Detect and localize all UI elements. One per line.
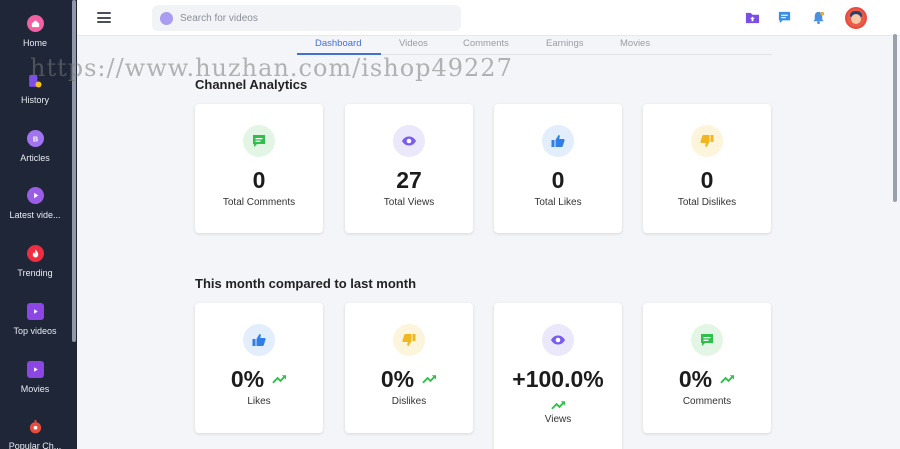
total-comments-label: Total Comments: [222, 197, 296, 208]
views-change-label: Views: [544, 414, 572, 425]
monthly-comparison-title: This month compared to last month: [195, 276, 417, 291]
tab-movies[interactable]: Movies: [620, 38, 651, 49]
svg-text:B: B: [32, 134, 37, 143]
likes-change-card: 0% Likes: [195, 303, 323, 433]
total-views-card: 27 Total Views: [345, 104, 473, 233]
history-icon: [27, 72, 44, 89]
sidebar-item-label: Movies: [20, 384, 50, 394]
latest-videos-icon: [26, 187, 44, 204]
eye-icon: [542, 324, 574, 356]
sidebar-item-label: Popular Ch...: [8, 441, 62, 449]
total-likes-value: 0: [551, 167, 565, 193]
comments-change-label: Comments: [682, 396, 732, 407]
total-dislikes-card: 0 Total Dislikes: [643, 104, 771, 233]
sidebar-item-popular-channels[interactable]: Popular Ch...: [0, 418, 70, 449]
sidebar-item-label: Trending: [17, 268, 53, 278]
main-scrollbar[interactable]: [893, 34, 897, 202]
sidebar: Home History B Articles Latest vide... T…: [0, 0, 77, 449]
total-comments-card: 0 Total Comments: [195, 104, 323, 233]
sidebar-item-top-videos[interactable]: Top videos: [0, 303, 70, 336]
trending-up-icon: [272, 375, 287, 384]
articles-icon: B: [26, 130, 44, 147]
eye-icon: [393, 125, 425, 157]
sidebar-item-label: Home: [22, 38, 47, 48]
home-icon: [26, 15, 44, 32]
sidebar-item-label: Latest vide...: [9, 210, 61, 220]
sidebar-scrollbar[interactable]: [72, 0, 76, 342]
total-dislikes-value: 0: [700, 167, 714, 193]
tab-comments[interactable]: Comments: [463, 38, 509, 49]
sidebar-item-latest-videos[interactable]: Latest vide...: [0, 187, 70, 220]
trending-up-icon: [550, 401, 565, 410]
comments-change-value: 0%: [678, 366, 713, 392]
comment-icon: [691, 324, 723, 356]
search-box[interactable]: [152, 5, 461, 31]
sidebar-item-home[interactable]: Home: [0, 15, 70, 48]
sidebar-item-trending[interactable]: Trending: [0, 245, 70, 278]
menu-icon[interactable]: [97, 12, 111, 23]
total-views-label: Total Views: [383, 197, 435, 208]
trending-up-icon: [422, 375, 437, 384]
dislikes-change-value: 0%: [380, 366, 415, 392]
trending-icon: [26, 245, 44, 262]
trending-up-icon: [720, 375, 735, 384]
total-likes-card: 0 Total Likes: [494, 104, 622, 233]
messages-icon[interactable]: [777, 10, 792, 25]
channel-analytics-title: Channel Analytics: [195, 77, 308, 92]
dislikes-change-label: Dislikes: [391, 396, 427, 407]
thumb-up-icon: [542, 125, 574, 157]
search-icon: [160, 11, 173, 25]
popular-channels-icon: [27, 418, 44, 435]
movies-icon: [26, 361, 44, 378]
sidebar-item-label: Articles: [20, 153, 50, 163]
sidebar-item-history[interactable]: History: [0, 72, 70, 105]
tab-bar: Dashboard Videos Comments Earnings Movie…: [297, 36, 772, 55]
tab-dashboard[interactable]: Dashboard: [315, 38, 362, 49]
tab-videos[interactable]: Videos: [399, 38, 428, 49]
active-tab-indicator: [297, 53, 381, 55]
dislikes-change-card: 0% Dislikes: [345, 303, 473, 433]
upload-folder-icon[interactable]: [745, 10, 760, 25]
views-change-card: +100.0% Views: [494, 303, 622, 449]
top-bar: [77, 0, 900, 36]
total-dislikes-label: Total Dislikes: [677, 197, 737, 208]
total-comments-value: 0: [252, 167, 266, 193]
views-change-value: +100.0%: [512, 366, 604, 392]
thumb-up-icon: [243, 324, 275, 356]
comment-icon: [243, 125, 275, 157]
sidebar-item-movies[interactable]: Movies: [0, 361, 70, 394]
total-views-value: 27: [396, 167, 422, 193]
tab-earnings[interactable]: Earnings: [546, 38, 584, 49]
sidebar-item-articles[interactable]: B Articles: [0, 130, 70, 163]
sidebar-item-label: Top videos: [13, 326, 57, 336]
avatar[interactable]: [845, 7, 867, 29]
top-videos-icon: [26, 303, 44, 320]
comments-change-card: 0% Comments: [643, 303, 771, 433]
notifications-icon[interactable]: [811, 10, 826, 25]
likes-change-label: Likes: [247, 396, 271, 407]
search-input[interactable]: [180, 12, 440, 24]
total-likes-label: Total Likes: [534, 197, 582, 208]
thumb-down-icon: [393, 324, 425, 356]
sidebar-item-label: History: [20, 95, 49, 105]
thumb-down-icon: [691, 125, 723, 157]
likes-change-value: 0%: [230, 366, 265, 392]
main-scrollbar-track: [888, 36, 900, 449]
